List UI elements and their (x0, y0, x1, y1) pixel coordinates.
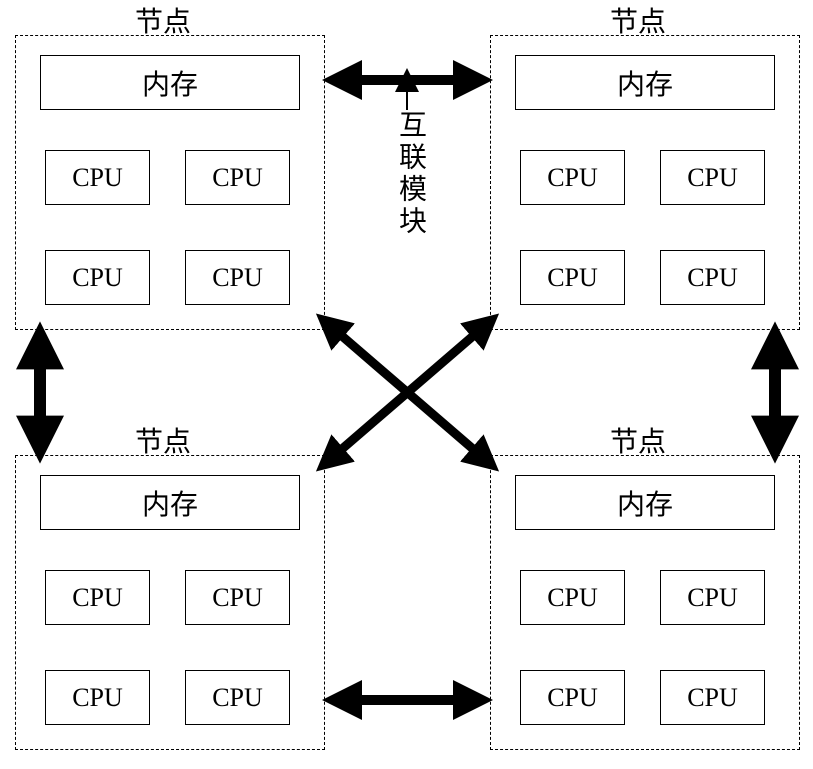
cpu-br-1: CPU (520, 570, 625, 625)
cpu-tl-2: CPU (185, 150, 290, 205)
cpu-tl-1: CPU (45, 150, 150, 205)
node-label-tr: 节点 (610, 0, 666, 40)
arrow-diag-2 (335, 330, 480, 455)
memory-bl: 内存 (40, 475, 300, 530)
cpu-tr-1: CPU (520, 150, 625, 205)
cpu-bl-2: CPU (185, 570, 290, 625)
memory-tl: 内存 (40, 55, 300, 110)
cpu-tl-3: CPU (45, 250, 150, 305)
node-label-br: 节点 (610, 420, 666, 460)
node-label-tl: 节点 (135, 0, 191, 40)
cpu-tr-2: CPU (660, 150, 765, 205)
memory-tr: 内存 (515, 55, 775, 110)
cpu-br-2: CPU (660, 570, 765, 625)
cpu-tr-3: CPU (520, 250, 625, 305)
cpu-tl-4: CPU (185, 250, 290, 305)
cpu-bl-3: CPU (45, 670, 150, 725)
cpu-br-4: CPU (660, 670, 765, 725)
memory-br: 内存 (515, 475, 775, 530)
arrow-diag-1 (335, 330, 480, 455)
cpu-bl-1: CPU (45, 570, 150, 625)
cpu-bl-4: CPU (185, 670, 290, 725)
cpu-br-3: CPU (520, 670, 625, 725)
node-label-bl: 节点 (135, 420, 191, 460)
center-label: 互联模块 (390, 110, 430, 238)
cpu-tr-4: CPU (660, 250, 765, 305)
